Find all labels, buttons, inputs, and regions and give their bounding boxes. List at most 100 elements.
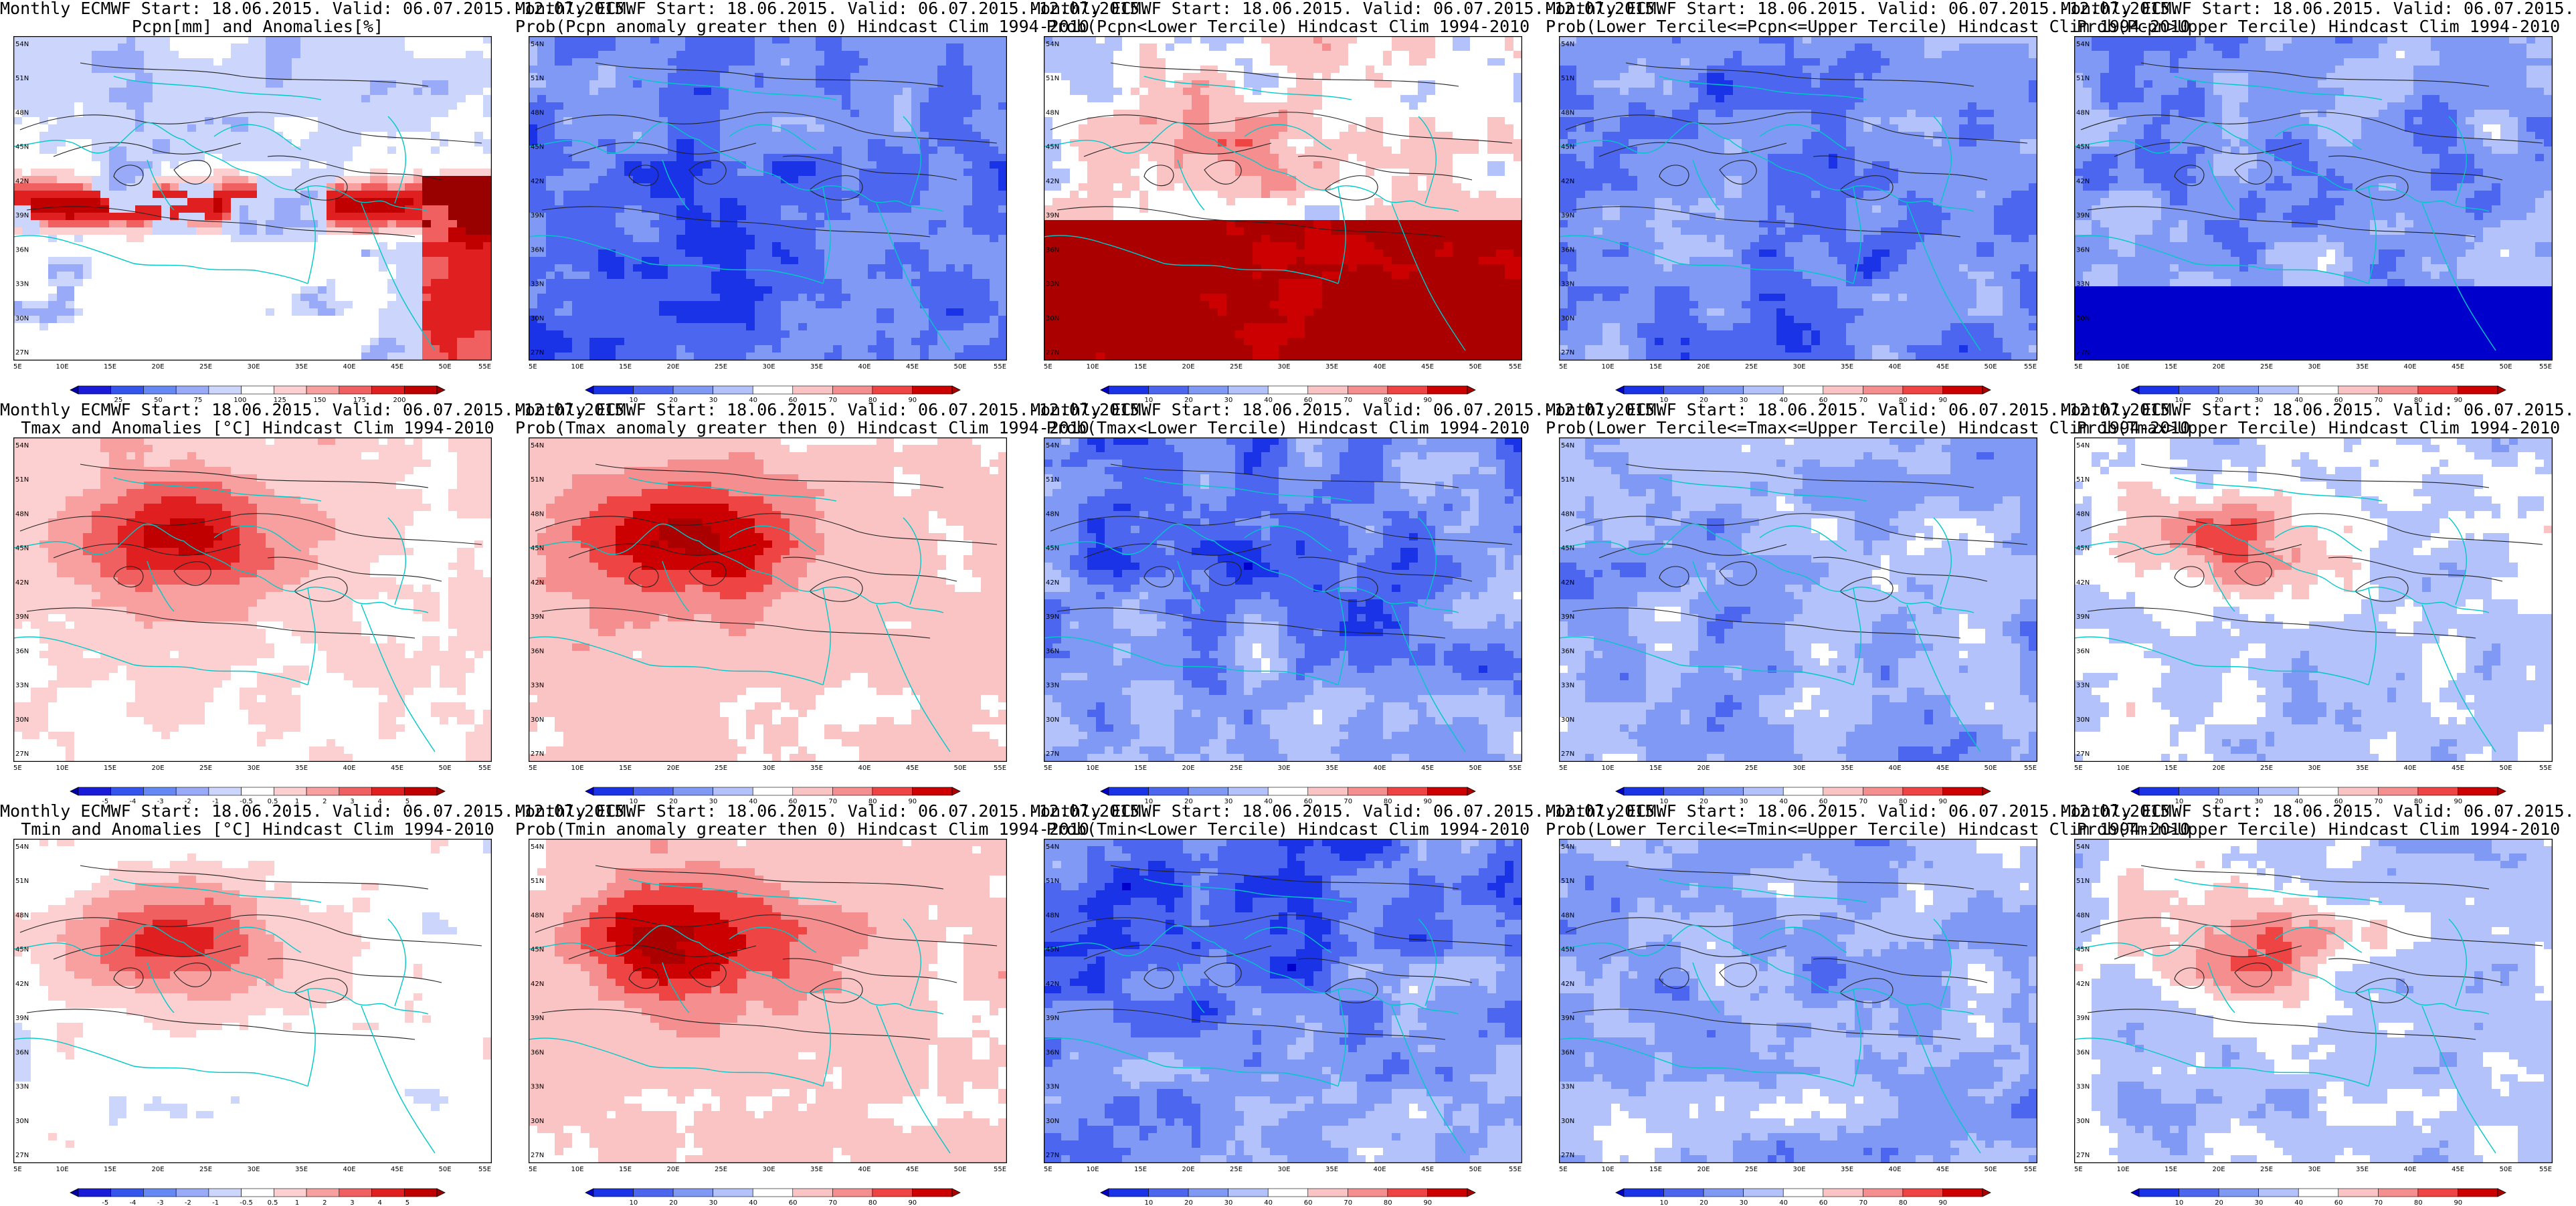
lat-label: 42N xyxy=(531,178,544,185)
lon-axis: 5E 10E 15E 20E 25E 30E 35E 40E 45E 50E 55E xyxy=(2074,1164,2553,1177)
forecast-map: 54N 51N 48N 45N 42N 39N 36N 33N 30N 27N xyxy=(1044,36,1522,361)
map-panel: Monthly ECMWF Start: 18.06.2015. Valid: … xyxy=(0,803,634,1206)
colorbar-label: -3 xyxy=(157,798,164,805)
colorbar-label: 60 xyxy=(1819,798,1828,805)
colorbar-label: 70 xyxy=(1859,397,1867,404)
colorbar-label: -0.5 xyxy=(240,798,253,805)
colorbar-label: 80 xyxy=(1384,1199,1392,1206)
lat-label: 54N xyxy=(531,843,544,851)
lon-label: 25E xyxy=(1745,363,1758,371)
lat-label: 54N xyxy=(15,843,29,851)
lon-label: 15E xyxy=(104,363,116,371)
colorbar-label: 100 xyxy=(234,397,246,404)
lat-label: 30N xyxy=(2076,716,2090,724)
lat-label: 30N xyxy=(2076,1118,2090,1125)
colorbar-label: 1 xyxy=(295,798,299,805)
forecast-map: 54N 51N 48N 45N 42N 39N 36N 33N 30N 27N xyxy=(1559,437,2037,762)
lat-label: 36N xyxy=(531,246,544,254)
lon-label: 5E xyxy=(2074,1166,2083,1173)
colorbar-label: 70 xyxy=(828,1199,837,1206)
lon-axis: 5E 10E 15E 20E 25E 30E 35E 40E 45E 50E 55E xyxy=(529,763,1007,775)
colorbar-label: 80 xyxy=(1384,397,1392,404)
colorbar-label: 10 xyxy=(1660,397,1669,404)
lon-label: 5E xyxy=(1559,363,1568,371)
colorbar-label: 40 xyxy=(2294,798,2303,805)
lon-axis: 5E 10E 15E 20E 25E 30E 35E 40E 45E 50E 55E xyxy=(2074,361,2553,374)
lat-label: 39N xyxy=(1561,212,1574,219)
lat-label: 30N xyxy=(1046,315,1059,322)
colorbar: 10 20 30 40 60 70 80 90 xyxy=(1615,787,1991,805)
lon-label: 50E xyxy=(2500,765,2512,772)
lon-label: 25E xyxy=(1745,765,1758,772)
colorbar: -5 -4 -3 -2 -1 -0.5 0.5 1 2 3 4 5 xyxy=(70,1188,446,1206)
isoline-contours xyxy=(535,464,998,639)
lat-label: 39N xyxy=(2076,1015,2090,1022)
map-canvas: 54N 51N 48N 45N 42N 39N 36N 33N 30N 27N xyxy=(2074,36,2553,361)
colorbar-label: -5 xyxy=(102,798,108,805)
lat-label: 33N xyxy=(15,281,29,288)
colorbar-label: 70 xyxy=(1344,1199,1352,1206)
lat-label: 42N xyxy=(2076,981,2090,988)
lon-label: 15E xyxy=(2165,1166,2177,1173)
isoline-contours xyxy=(1565,464,2028,639)
colorbar-label: 60 xyxy=(2334,1199,2343,1206)
colorbar-label: 90 xyxy=(2454,397,2462,404)
lon-axis: 5E 10E 15E 20E 25E 30E 35E 40E 45E 50E 55E xyxy=(1559,1164,2037,1177)
colorbar-label: 70 xyxy=(828,798,837,805)
lon-label: 30E xyxy=(763,1166,775,1173)
lon-label: 50E xyxy=(439,1166,452,1173)
colorbar-label: -0.5 xyxy=(240,1199,253,1206)
colorbar-label: 30 xyxy=(709,397,718,404)
colorbar-label: 20 xyxy=(2215,1199,2223,1206)
isoline-contours xyxy=(535,865,998,1040)
lat-label: 51N xyxy=(1561,476,1574,484)
field-shading xyxy=(2074,839,2553,1163)
lon-label: 55E xyxy=(994,765,1006,772)
lat-label: 48N xyxy=(1561,912,1574,919)
lon-axis: 5E 10E 15E 20E 25E 30E 35E 40E 45E 50E 55E xyxy=(529,1164,1007,1177)
lat-label: 45N xyxy=(1046,946,1059,954)
colorbar-label: 20 xyxy=(1184,1199,1193,1206)
lat-label: 33N xyxy=(531,682,544,690)
lat-label: 54N xyxy=(531,41,544,48)
colorbar-label: 1 xyxy=(295,1199,299,1206)
lon-axis: 5E 10E 15E 20E 25E 30E 35E 40E 45E 50E 55E xyxy=(13,763,492,775)
lat-label: 36N xyxy=(1046,246,1059,254)
lat-label: 51N xyxy=(1046,476,1059,484)
lon-label: 45E xyxy=(1936,1166,1949,1173)
lon-label: 55E xyxy=(478,765,491,772)
colorbar-label: 30 xyxy=(1224,1199,1233,1206)
map-canvas: 54N 51N 48N 45N 42N 39N 36N 33N 30N 27N xyxy=(1044,437,1522,762)
colorbar-label: 30 xyxy=(1740,798,1748,805)
lat-label: 42N xyxy=(531,579,544,587)
map-canvas: 54N 51N 48N 45N 42N 39N 36N 33N 30N 27N xyxy=(1044,839,1522,1163)
lat-label: 42N xyxy=(531,981,544,988)
lat-label: 39N xyxy=(1046,212,1059,219)
colorbar-label: -2 xyxy=(185,798,191,805)
lat-label: 54N xyxy=(2076,41,2090,48)
lat-label: 51N xyxy=(531,75,544,82)
colorbar-label: 60 xyxy=(789,397,798,404)
colorbar-label: 4 xyxy=(378,1199,382,1206)
colorbar-label: 0.5 xyxy=(268,1199,278,1206)
lon-label: 35E xyxy=(810,363,823,371)
lat-label: 42N xyxy=(1046,178,1059,185)
colorbar-label: 20 xyxy=(1184,397,1193,404)
lon-axis: 5E 10E 15E 20E 25E 30E 35E 40E 45E 50E 55E xyxy=(13,361,492,374)
colorbar: 10 20 30 40 60 70 80 90 xyxy=(1615,385,1991,404)
lon-label: 5E xyxy=(2074,765,2083,772)
lon-label: 30E xyxy=(763,363,775,371)
panel-title-line1: Monthly ECMWF Start: 18.06.2015. Valid: … xyxy=(1546,0,2180,17)
map-canvas: 54N 51N 48N 45N 42N 39N 36N 33N 30N 27N xyxy=(13,839,492,1163)
lat-label: 54N xyxy=(1561,41,1574,48)
lon-label: 55E xyxy=(2024,363,2037,371)
lon-label: 20E xyxy=(1697,1166,1710,1173)
isoline-contours xyxy=(19,464,482,639)
lon-label: 40E xyxy=(858,1166,871,1173)
lon-label: 25E xyxy=(1745,1166,1758,1173)
lat-label: 42N xyxy=(1561,981,1574,988)
colorbar-label: 80 xyxy=(868,397,877,404)
colorbar-label: 90 xyxy=(1938,798,1947,805)
lon-label: 55E xyxy=(478,1166,491,1173)
colorbar-label: 20 xyxy=(669,798,678,805)
